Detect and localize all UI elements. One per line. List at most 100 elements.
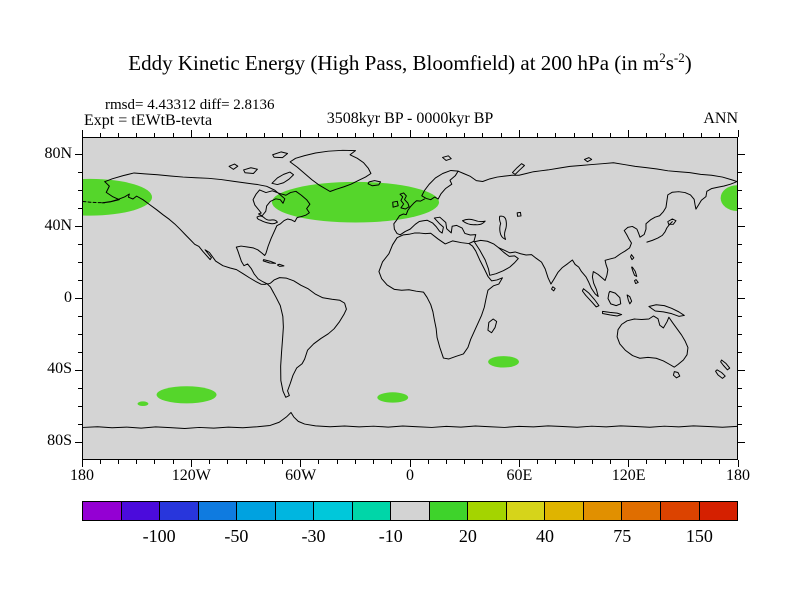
lat-axis-label: 80S <box>47 432 72 450</box>
lon-tick <box>445 133 447 137</box>
lat-tick <box>75 226 82 228</box>
lat-tick <box>738 387 742 389</box>
lat-tick <box>78 405 82 407</box>
lon-tick <box>591 460 593 464</box>
lon-tick <box>573 460 575 464</box>
anomaly-region-north-atlantic <box>271 181 440 223</box>
lat-tick <box>78 208 82 210</box>
lon-tick <box>117 460 119 464</box>
lat-tick <box>738 172 742 174</box>
colorbar-segment <box>699 502 738 520</box>
colorbar <box>82 501 738 521</box>
colorbar-segment <box>391 502 430 520</box>
lat-tick <box>75 298 82 299</box>
lat-tick <box>78 387 82 389</box>
lon-tick <box>318 460 320 464</box>
lon-tick <box>701 460 703 464</box>
lon-axis-label: 120W <box>171 467 211 484</box>
lat-tick <box>78 315 82 317</box>
lon-tick <box>701 133 703 137</box>
lon-tick <box>737 460 739 467</box>
lon-tick <box>737 130 739 137</box>
lon-axis-label: 180 <box>70 467 94 484</box>
lon-tick <box>464 133 466 137</box>
lon-tick <box>318 133 320 137</box>
title-text: Eddy Kinetic Energy (High Pass, Bloomfie… <box>128 51 660 75</box>
lon-tick <box>391 460 393 464</box>
lon-tick <box>245 460 247 464</box>
lat-tick <box>738 262 742 264</box>
anomaly-regions-group <box>83 178 737 407</box>
colorbar-segment <box>198 502 238 520</box>
colorbar-segment <box>160 502 199 520</box>
world-map-panel <box>82 137 738 460</box>
lon-tick <box>427 460 429 464</box>
lon-tick <box>81 460 83 467</box>
lon-tick <box>518 130 520 137</box>
colorbar-segment <box>121 502 161 520</box>
lat-tick <box>738 333 742 335</box>
lon-tick <box>464 460 466 464</box>
lon-tick <box>518 460 520 467</box>
title-superscript-minus2: -2 <box>673 50 685 65</box>
lon-tick <box>482 133 484 137</box>
anomaly-region-north-pacific-west-edge <box>83 178 153 216</box>
lon-tick <box>664 460 666 464</box>
lat-tick <box>738 280 742 282</box>
lon-tick <box>482 460 484 464</box>
lon-tick <box>190 460 192 467</box>
lat-tick <box>78 190 82 192</box>
colorbar-tick-label: -10 <box>378 526 403 546</box>
lon-tick <box>537 460 539 464</box>
colorbar-tick-label: 20 <box>458 526 477 546</box>
coastlines <box>83 149 737 429</box>
lon-tick <box>263 133 265 137</box>
experiment-label: Expt = tEWtB-tevta <box>84 112 213 129</box>
colorbar-segment <box>275 502 315 520</box>
lon-tick <box>172 460 174 464</box>
lat-tick <box>78 423 82 425</box>
lon-tick <box>281 460 283 464</box>
lon-tick <box>555 133 557 137</box>
lon-tick <box>117 133 119 137</box>
anomaly-region-south-pacific-small <box>137 401 149 407</box>
lon-tick <box>682 133 684 137</box>
colorbar-segment <box>468 502 507 520</box>
lon-tick <box>281 133 283 137</box>
lon-tick <box>336 460 338 464</box>
lon-tick <box>300 460 302 467</box>
anomaly-region-south-pacific <box>156 386 217 404</box>
lon-tick <box>682 460 684 464</box>
lon-tick <box>373 460 375 464</box>
lat-tick <box>78 172 82 174</box>
anomaly-region-south-atlantic <box>377 392 409 403</box>
colorbar-tick-label: -30 <box>301 526 326 546</box>
lon-tick <box>573 133 575 137</box>
lat-tick <box>78 280 82 282</box>
lon-tick <box>609 133 611 137</box>
lat-tick <box>78 333 82 335</box>
lon-tick <box>628 130 630 137</box>
world-map-svg <box>83 149 737 429</box>
colorbar-segment <box>622 502 661 520</box>
anomaly-region-south-indian-ocean <box>488 356 519 368</box>
lon-tick <box>81 130 83 137</box>
lat-axis-label: 40S <box>47 360 72 378</box>
lat-tick <box>738 244 742 246</box>
lon-tick <box>99 133 101 137</box>
lon-tick <box>609 460 611 464</box>
rmsd-diff-stats: rmsd= 4.43312 diff= 2.8136 <box>105 97 275 113</box>
lat-tick <box>75 441 82 443</box>
lon-tick <box>445 460 447 464</box>
lon-tick <box>99 460 101 464</box>
lon-tick <box>209 460 211 464</box>
lon-tick <box>136 460 138 464</box>
colorbar-tick-label: 75 <box>613 526 632 546</box>
lon-axis-label: 180 <box>726 467 750 484</box>
colorbar-tick-label: -100 <box>142 526 176 546</box>
lat-tick <box>78 262 82 264</box>
lon-axis-label: 0 <box>406 467 414 484</box>
colorbar-segment <box>429 502 469 520</box>
lon-tick <box>427 133 429 137</box>
lon-tick <box>300 130 302 137</box>
